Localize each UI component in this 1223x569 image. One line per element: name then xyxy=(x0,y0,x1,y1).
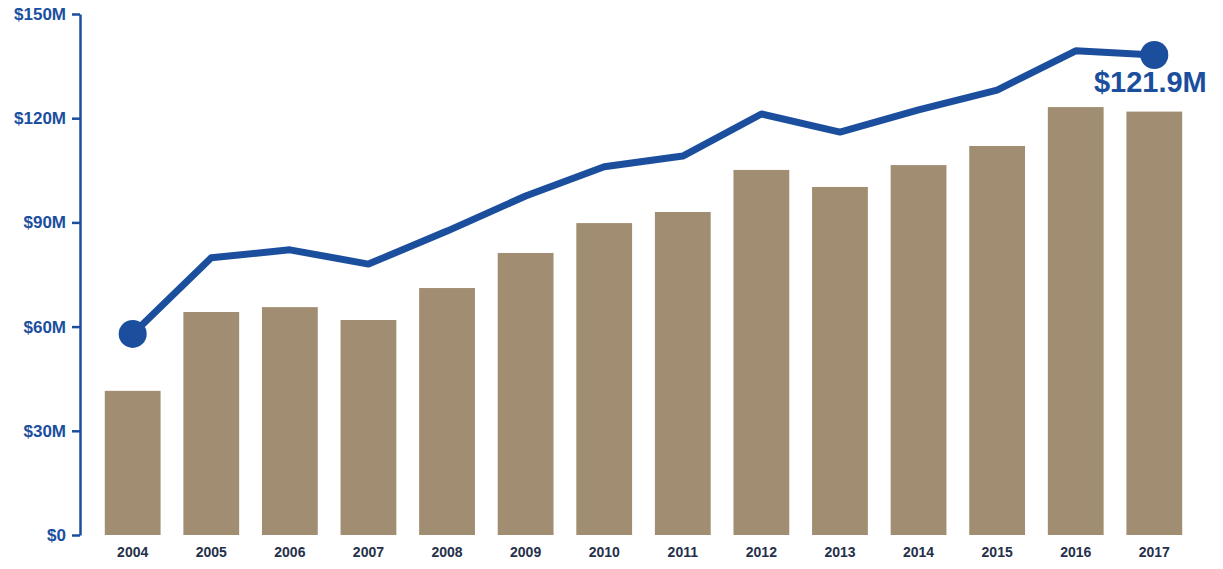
x-tick-label: 2013 xyxy=(824,544,855,560)
x-axis-line xyxy=(83,535,1206,536)
y-tick-mark xyxy=(72,534,80,537)
x-axis: 2004 2005 2006 2007 2008 2009 2010 2011 2012 2013… xyxy=(83,535,1206,560)
x-tick-label: 2012 xyxy=(746,544,777,560)
bar xyxy=(1048,107,1104,535)
bar xyxy=(419,288,475,535)
y-tick-label: $90M xyxy=(23,213,66,232)
chart: $0 $30M $60M $90M $120M $150M 2004 2005 2006 2007… xyxy=(0,0,1223,569)
y-tick: $60M xyxy=(23,318,80,337)
y-tick-mark xyxy=(72,326,80,329)
x-tick: 2007 xyxy=(353,535,384,560)
x-tick-label: 2006 xyxy=(274,544,305,560)
y-axis: $0 $30M $60M $90M $120M $150M xyxy=(14,5,80,545)
bar xyxy=(576,223,632,535)
x-tick-label: 2004 xyxy=(117,544,148,560)
bars xyxy=(105,107,1182,535)
bar xyxy=(498,253,554,535)
plot-area xyxy=(105,41,1182,535)
x-tick: 2016 xyxy=(1060,535,1091,560)
x-tick: 2004 xyxy=(117,535,148,560)
y-tick-label: $0 xyxy=(47,526,66,545)
bar xyxy=(183,312,239,535)
y-tick: $120M xyxy=(14,109,80,128)
line xyxy=(133,51,1155,334)
y-tick-label: $60M xyxy=(23,318,66,337)
bar xyxy=(1126,112,1182,535)
bar xyxy=(812,187,868,535)
x-tick-label: 2005 xyxy=(196,544,227,560)
bar xyxy=(262,307,318,535)
line-marker xyxy=(1140,41,1168,69)
bar xyxy=(969,146,1025,535)
x-tick: 2014 xyxy=(903,535,934,560)
x-tick: 2011 xyxy=(668,535,699,560)
x-tick-label: 2009 xyxy=(510,544,541,560)
y-tick: $150M xyxy=(14,5,80,24)
y-tick-label: $120M xyxy=(14,109,66,128)
y-tick-mark xyxy=(72,222,80,225)
x-tick: 2010 xyxy=(589,535,620,560)
bar xyxy=(105,391,161,535)
y-tick-mark xyxy=(72,13,80,16)
x-tick: 2013 xyxy=(824,535,855,560)
bar xyxy=(341,320,397,535)
x-tick: 2006 xyxy=(274,535,305,560)
y-tick-mark xyxy=(72,117,80,120)
y-tick-mark xyxy=(72,430,80,433)
x-tick-label: 2017 xyxy=(1139,544,1170,560)
annotation: $121.9M xyxy=(1094,66,1207,98)
y-tick: $0 xyxy=(47,526,80,545)
bar xyxy=(733,170,789,535)
bar xyxy=(655,212,711,535)
y-axis-line xyxy=(79,15,82,536)
x-tick-label: 2007 xyxy=(353,544,384,560)
x-tick: 2009 xyxy=(510,535,541,560)
x-tick-label: 2016 xyxy=(1060,544,1091,560)
x-tick: 2017 xyxy=(1139,535,1170,560)
y-tick: $30M xyxy=(23,422,80,441)
line-markers xyxy=(119,41,1169,348)
x-tick-label: 2011 xyxy=(668,544,699,560)
y-tick: $90M xyxy=(23,213,80,232)
x-tick-label: 2015 xyxy=(982,544,1013,560)
x-tick-label: 2014 xyxy=(903,544,934,560)
x-tick: 2012 xyxy=(746,535,777,560)
y-tick-label: $150M xyxy=(14,5,66,24)
x-tick-label: 2008 xyxy=(431,544,462,560)
line-marker xyxy=(119,320,147,348)
x-tick: 2005 xyxy=(196,535,227,560)
y-tick-label: $30M xyxy=(23,422,66,441)
x-tick: 2008 xyxy=(431,535,462,560)
x-tick-label: 2010 xyxy=(589,544,620,560)
bar xyxy=(891,165,947,535)
x-tick: 2015 xyxy=(982,535,1013,560)
